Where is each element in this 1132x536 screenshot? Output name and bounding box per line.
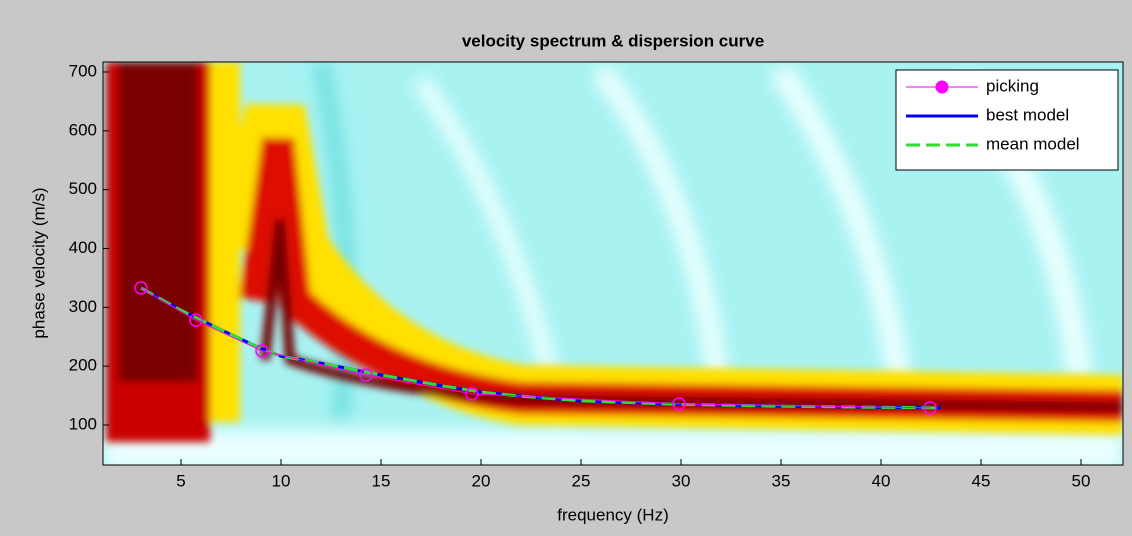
point	[672, 397, 686, 411]
legend-label: picking	[986, 76, 1039, 95]
x-tick-label: 50	[1072, 471, 1091, 490]
y-tick-label: 500	[69, 179, 97, 198]
x-tick-label: 30	[672, 471, 691, 490]
plot-frame	[102, 61, 1124, 466]
x-tick-label: 40	[872, 471, 891, 490]
x-tick-label: 10	[272, 471, 291, 490]
series-line	[140, 287, 931, 409]
y-tick-label: 100	[69, 414, 97, 433]
x-tick-label: 20	[472, 471, 491, 490]
point	[189, 313, 203, 328]
legend-label: best model	[986, 105, 1069, 124]
x-tick-label: 25	[572, 471, 591, 490]
point	[134, 281, 148, 295]
streak	[103, 430, 1123, 465]
y-tick-label: 700	[69, 61, 97, 80]
y-axis-label: phase velocity (m/s)	[29, 187, 48, 338]
point	[359, 368, 373, 382]
x-axis-label: frequency (Hz)	[557, 505, 668, 524]
x-tick-label: 15	[372, 471, 391, 490]
point	[923, 401, 937, 415]
chart-title: velocity spectrum & dispersion curve	[462, 31, 764, 50]
point	[255, 344, 269, 358]
streak	[770, 63, 912, 392]
point	[465, 387, 479, 401]
y-tick-label: 600	[69, 120, 97, 139]
legend-marker	[935, 80, 949, 94]
series-line	[140, 286, 942, 410]
y-tick-label: 200	[69, 356, 97, 375]
streak	[591, 63, 731, 402]
legend-label: mean model	[986, 134, 1080, 153]
x-tick-label: 45	[972, 471, 991, 490]
x-tick-label: 5	[176, 471, 185, 490]
x-tick-label: 35	[772, 471, 791, 490]
y-tick-label: 400	[69, 238, 97, 257]
legend: picking best model mean model	[895, 69, 1119, 171]
energy-dark	[260, 219, 1123, 412]
y-tick-label: 300	[69, 297, 97, 316]
energy-dark	[118, 62, 198, 382]
